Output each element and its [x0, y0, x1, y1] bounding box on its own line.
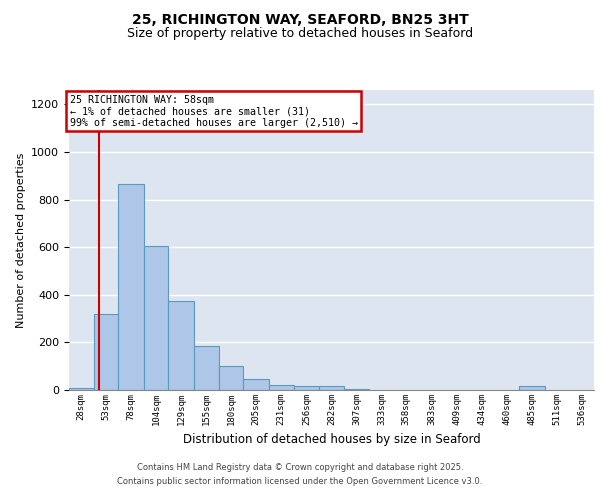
Y-axis label: Number of detached properties: Number of detached properties — [16, 152, 26, 328]
Text: Size of property relative to detached houses in Seaford: Size of property relative to detached ho… — [127, 28, 473, 40]
Bar — [94, 314, 118, 390]
Text: 25 RICHINGTON WAY: 58sqm
← 1% of detached houses are smaller (31)
99% of semi-de: 25 RICHINGTON WAY: 58sqm ← 1% of detache… — [70, 95, 358, 128]
Bar — [519, 386, 545, 390]
X-axis label: Distribution of detached houses by size in Seaford: Distribution of detached houses by size … — [182, 434, 481, 446]
Bar — [244, 380, 269, 390]
Bar — [344, 389, 370, 390]
Text: 25, RICHINGTON WAY, SEAFORD, BN25 3HT: 25, RICHINGTON WAY, SEAFORD, BN25 3HT — [131, 12, 469, 26]
Bar — [293, 386, 319, 390]
Text: Contains public sector information licensed under the Open Government Licence v3: Contains public sector information licen… — [118, 477, 482, 486]
Bar — [169, 300, 194, 390]
Bar — [194, 346, 219, 390]
Text: Contains HM Land Registry data © Crown copyright and database right 2025.: Contains HM Land Registry data © Crown c… — [137, 464, 463, 472]
Bar — [269, 385, 293, 390]
Bar — [144, 246, 169, 390]
Bar — [118, 184, 144, 390]
Bar — [69, 388, 94, 390]
Bar — [219, 366, 244, 390]
Bar — [319, 386, 344, 390]
